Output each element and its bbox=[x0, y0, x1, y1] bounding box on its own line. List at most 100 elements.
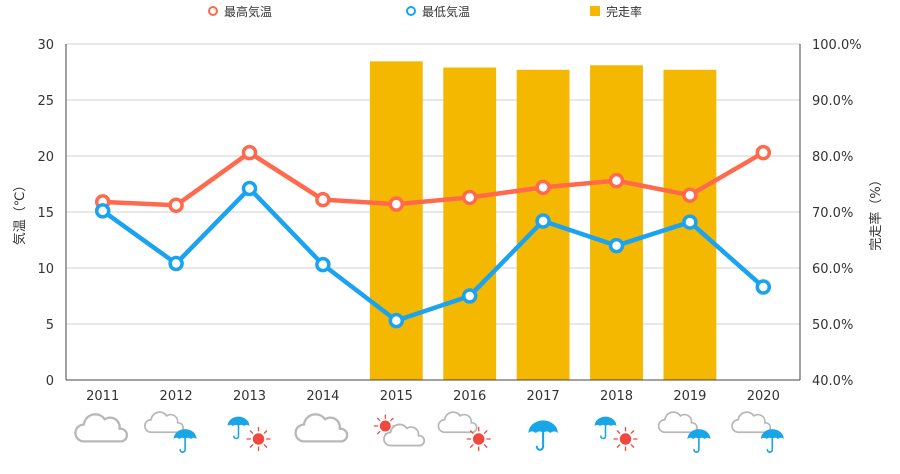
umbrella-handle bbox=[233, 425, 240, 440]
axes bbox=[65, 44, 801, 381]
cloud-shape bbox=[74, 413, 129, 443]
ticks: 0 5 10 15 20 25 30 40.0% 50.0% 60.0% 70.0% 80.0% 90.… bbox=[37, 38, 861, 404]
data-point bbox=[461, 189, 478, 206]
sun-ray bbox=[616, 430, 621, 434]
legend-label: 最低気温 bbox=[422, 4, 470, 19]
series-line bbox=[100, 186, 766, 323]
sun-ray bbox=[469, 444, 474, 448]
sun-core bbox=[619, 433, 632, 445]
sun-icon bbox=[613, 426, 638, 452]
y-axis-left-title: 気温（℃） bbox=[12, 179, 28, 246]
cloud-icon bbox=[383, 423, 426, 447]
data-point bbox=[682, 187, 698, 203]
cloud-icon bbox=[731, 411, 772, 434]
y-left-tick-label: 5 bbox=[46, 318, 54, 333]
y-right-tick-label: 70.0% bbox=[812, 206, 853, 221]
umbrella-icon bbox=[528, 420, 558, 451]
data-point bbox=[241, 180, 258, 197]
y-left-tick-label: 10 bbox=[37, 262, 54, 277]
grid bbox=[66, 43, 800, 381]
data-point bbox=[241, 144, 258, 161]
data-point bbox=[682, 214, 698, 230]
umbrella-handle bbox=[766, 438, 774, 453]
sun-icon bbox=[466, 426, 491, 452]
umbrella-icon bbox=[687, 429, 711, 453]
data-point bbox=[755, 144, 772, 161]
y-right-tick-label: 60.0% bbox=[812, 262, 853, 277]
y-left-tick-label: 0 bbox=[46, 374, 54, 389]
data-point bbox=[388, 312, 405, 329]
sun-ray bbox=[390, 417, 394, 422]
sun-ray bbox=[263, 444, 268, 448]
sun-ray bbox=[376, 430, 381, 435]
sun-ray bbox=[630, 430, 635, 434]
umbrella-icon bbox=[760, 429, 784, 453]
sun-core bbox=[252, 433, 265, 445]
bars bbox=[369, 61, 717, 381]
umbrella-canopy bbox=[760, 429, 784, 439]
y-left-tick-label: 30 bbox=[37, 38, 54, 53]
x-tick-label: 2020 bbox=[747, 389, 780, 404]
cloud-icon bbox=[437, 411, 478, 434]
sun-ray bbox=[263, 430, 268, 434]
cloud-shape bbox=[383, 423, 426, 447]
sun-core bbox=[472, 433, 485, 445]
cloud-shape bbox=[437, 411, 478, 434]
legend-swatch bbox=[208, 6, 218, 16]
sun-ray bbox=[249, 430, 254, 434]
umbrella-icon bbox=[227, 416, 250, 440]
data-point bbox=[315, 191, 331, 208]
legend-swatch bbox=[590, 6, 600, 16]
sun-ray bbox=[483, 430, 488, 434]
sun-ray bbox=[249, 444, 254, 448]
y-axis-right-title: 完走率（%） bbox=[868, 173, 884, 250]
umbrella-canopy bbox=[173, 429, 197, 439]
y-left-tick-label: 25 bbox=[37, 94, 54, 109]
sun-ray bbox=[630, 444, 635, 448]
sun-ray bbox=[376, 417, 381, 422]
y-right-tick-label: 40.0% bbox=[812, 374, 853, 389]
cloud-icon bbox=[657, 411, 698, 434]
sun-icon bbox=[246, 426, 271, 452]
data-point bbox=[168, 197, 184, 214]
x-tick-label: 2018 bbox=[600, 389, 633, 404]
legend-label: 最高気温 bbox=[224, 4, 272, 19]
data-point bbox=[535, 213, 551, 229]
cloud-shape bbox=[294, 413, 349, 443]
legend-label: 完走率 bbox=[606, 4, 642, 19]
umbrella-canopy bbox=[227, 416, 250, 426]
sun-ray bbox=[616, 444, 621, 448]
cloud-icon bbox=[74, 413, 129, 443]
data-point bbox=[535, 179, 551, 196]
umbrella-handle bbox=[600, 425, 607, 440]
legend: 最高気温 最低気温 完走率 bbox=[208, 4, 642, 19]
umbrella-handle bbox=[693, 438, 700, 453]
y-right-tick-label: 90.0% bbox=[812, 94, 853, 109]
umbrella-canopy bbox=[687, 429, 711, 439]
x-tick-label: 2016 bbox=[453, 389, 486, 404]
x-tick-label: 2011 bbox=[86, 389, 119, 404]
y-left-tick-label: 20 bbox=[37, 150, 54, 165]
sun-ray bbox=[483, 444, 488, 448]
x-tick-label: 2013 bbox=[233, 389, 266, 404]
cloud-icon bbox=[294, 413, 349, 443]
umbrella-handle bbox=[179, 438, 186, 453]
data-point bbox=[608, 237, 625, 254]
weather-icons bbox=[74, 411, 784, 453]
bar bbox=[369, 61, 423, 381]
data-point bbox=[608, 172, 625, 189]
bar bbox=[590, 65, 643, 380]
cloud-shape bbox=[143, 411, 184, 434]
legend-swatch bbox=[406, 6, 416, 16]
data-point bbox=[755, 279, 772, 295]
x-tick-label: 2015 bbox=[380, 389, 413, 404]
cloud-icon bbox=[143, 411, 184, 434]
umbrella-icon bbox=[173, 429, 197, 453]
umbrella-canopy bbox=[594, 416, 617, 426]
y-right-tick-label: 100.0% bbox=[812, 38, 862, 53]
x-tick-label: 2017 bbox=[527, 389, 560, 404]
x-tick-label: 2012 bbox=[160, 389, 193, 404]
data-point bbox=[388, 196, 405, 212]
y-right-tick-label: 50.0% bbox=[812, 318, 853, 333]
